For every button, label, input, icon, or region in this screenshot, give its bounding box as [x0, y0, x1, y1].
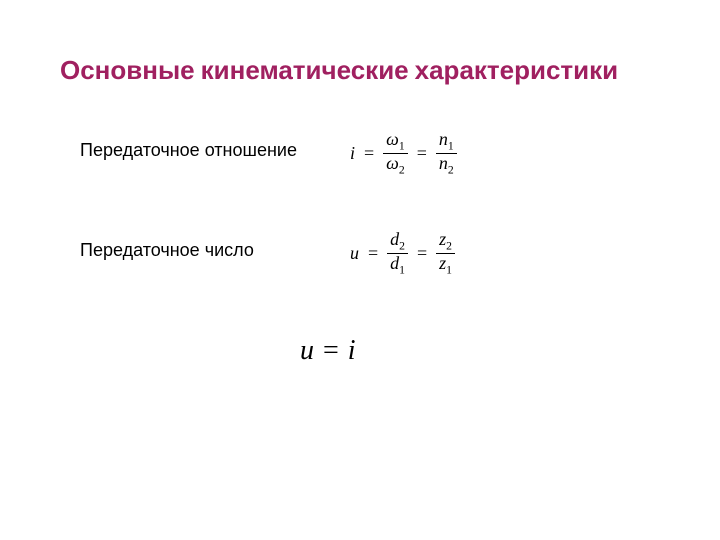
subscript: 2 — [399, 163, 405, 176]
n-symbol: n — [439, 129, 448, 149]
equation-row: u = d2 d1 = z2 z1 — [350, 230, 455, 277]
lhs-symbol: i — [350, 143, 355, 164]
formula-u-equals-i: u = i — [300, 335, 356, 367]
omega-symbol: ω — [386, 129, 399, 149]
subscript: 1 — [399, 263, 405, 276]
rhs-symbol: i — [348, 335, 356, 367]
equals-sign: = — [320, 335, 342, 367]
d-symbol: d — [390, 229, 399, 249]
n-symbol: n — [439, 153, 448, 173]
lhs-symbol: u — [350, 243, 359, 264]
subscript: 1 — [448, 140, 454, 153]
denominator: z1 — [436, 254, 455, 277]
denominator: ω2 — [383, 154, 408, 177]
subscript: 1 — [399, 140, 405, 153]
equals-sign: = — [365, 243, 381, 264]
equation-row: u = i — [300, 335, 356, 367]
formula-gear-ratio: i = ω1 ω2 = n1 n2 — [350, 130, 457, 177]
numerator: ω1 — [383, 130, 408, 153]
d-symbol: d — [390, 253, 399, 273]
numerator: n1 — [436, 130, 457, 153]
subscript: 2 — [446, 240, 452, 253]
slide: Основные кинематические характеристики П… — [0, 0, 720, 540]
title-word-1: Основные — [60, 55, 195, 86]
label-gear-ratio: Передаточное отношение — [80, 140, 297, 161]
title-word-3: характеристики — [415, 55, 619, 86]
equals-sign: = — [414, 143, 430, 164]
fraction-n: n1 n2 — [436, 130, 457, 177]
label-gear-number: Передаточное число — [80, 240, 254, 261]
equals-sign: = — [361, 143, 377, 164]
numerator: z2 — [436, 230, 455, 253]
denominator: d1 — [387, 254, 408, 277]
title-word-2: кинематические — [201, 55, 409, 86]
slide-title: Основные кинематические характеристики — [60, 55, 660, 86]
numerator: d2 — [387, 230, 408, 253]
denominator: n2 — [436, 154, 457, 177]
fraction-omega: ω1 ω2 — [383, 130, 408, 177]
equals-sign: = — [414, 243, 430, 264]
subscript: 2 — [399, 240, 405, 253]
lhs-symbol: u — [300, 335, 314, 367]
fraction-z: z2 z1 — [436, 230, 455, 277]
omega-symbol: ω — [386, 153, 399, 173]
fraction-d: d2 d1 — [387, 230, 408, 277]
subscript: 1 — [446, 263, 452, 276]
subscript: 2 — [448, 163, 454, 176]
formula-gear-number: u = d2 d1 = z2 z1 — [350, 230, 455, 277]
equation-row: i = ω1 ω2 = n1 n2 — [350, 130, 457, 177]
